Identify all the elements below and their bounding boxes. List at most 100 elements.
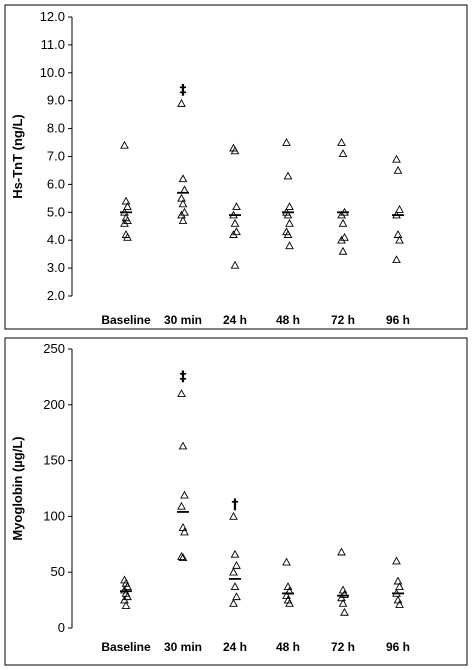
y-tick-label: 10.0 <box>40 65 65 80</box>
data-point-triangle <box>230 549 240 558</box>
data-point-triangle <box>392 255 401 264</box>
data-point-triangle <box>340 607 349 616</box>
data-point-triangle <box>283 171 293 180</box>
hs-tnt-panel: 2.0 3.0 4.0 5.0 6.0 7.0 8.0 9.0 10.0 11.0 12.0 Hs-T… <box>4 4 468 330</box>
y-axis-title: Hs-TnT (ng/L) <box>10 114 25 198</box>
data-point-triangle <box>121 196 131 205</box>
data-point-triangle <box>395 600 404 608</box>
significance-marker: † <box>232 497 239 513</box>
data-point-triangle <box>229 230 238 238</box>
x-category-label: 72 h <box>331 313 355 327</box>
x-category-label: 30 min <box>164 313 202 327</box>
y-tick-label: 3.0 <box>47 260 65 275</box>
data-point-triangle <box>120 218 129 227</box>
data-point-triangle <box>337 210 346 219</box>
data-point-triangle <box>337 138 346 146</box>
data-point-triangle <box>393 165 403 174</box>
data-point-triangle <box>395 582 404 591</box>
y-tick-label: 150 <box>43 453 65 468</box>
panel-frame <box>4 4 468 330</box>
data-point-triangle <box>395 204 404 213</box>
data-point-triangle <box>123 592 132 601</box>
y-tick-label: 12.0 <box>40 9 65 24</box>
y-tick-label: 9.0 <box>47 93 65 108</box>
y-tick-label: 200 <box>43 397 65 412</box>
data-point-triangle <box>337 235 346 244</box>
y-tick-label: 250 <box>43 341 65 356</box>
y-tick-label: 7.0 <box>47 149 65 164</box>
data-point-triangle <box>285 202 294 211</box>
data-point-triangle <box>123 202 132 211</box>
data-point-triangle <box>229 567 238 576</box>
data-point-triangle <box>282 138 291 146</box>
data-point-triangle <box>392 556 401 565</box>
data-point-triangle <box>392 154 401 163</box>
data-point-triangle <box>393 230 403 238</box>
data-point-triangle <box>178 553 188 562</box>
data-point-triangle <box>232 202 241 211</box>
data-point-triangle <box>177 98 186 107</box>
data-point-triangle <box>123 582 132 591</box>
x-category-label: Baseline <box>101 640 151 654</box>
data-point-triangle <box>395 235 404 244</box>
data-point-triangle <box>180 527 189 536</box>
y-tick-label: 50 <box>51 564 65 579</box>
x-category-label: Baseline <box>101 313 151 327</box>
data-point-triangle <box>283 210 293 219</box>
data-point-triangle <box>338 598 348 607</box>
data-point-triangle <box>178 174 188 183</box>
x-category-label: 96 h <box>386 640 410 654</box>
y-tick-label: 4.0 <box>47 232 65 247</box>
data-point-triangle <box>229 598 238 607</box>
data-point-triangle <box>177 193 186 202</box>
significance-marker: ‡ <box>180 369 187 385</box>
data-point-triangle <box>178 216 188 225</box>
x-category-label: 48 h <box>276 640 300 654</box>
data-point-triangle <box>230 260 240 269</box>
data-point-triangle <box>232 560 241 569</box>
y-tick-label: 8.0 <box>47 121 65 136</box>
data-point-triangle <box>121 601 131 610</box>
x-category-label: 96 h <box>386 313 410 327</box>
data-point-triangle <box>338 149 348 158</box>
data-point-triangle <box>123 216 132 225</box>
y-tick-label: 100 <box>43 508 65 523</box>
data-point-triangle <box>180 490 189 499</box>
data-point-triangle <box>229 511 238 520</box>
significance-marker: ‡ <box>180 83 187 99</box>
x-category-label: 24 h <box>223 313 247 327</box>
y-tick-label: 2.0 <box>47 288 65 303</box>
y-tick-label: 6.0 <box>47 176 65 191</box>
data-point-triangle <box>338 246 348 255</box>
data-point-triangle <box>120 140 129 149</box>
data-point-triangle <box>337 593 346 602</box>
data-point-triangle <box>285 218 294 227</box>
y-tick-label: 11.0 <box>41 37 65 52</box>
data-point-triangle <box>177 389 186 397</box>
x-category-label: 24 h <box>223 640 247 654</box>
data-point-triangle <box>178 199 188 208</box>
data-point-triangle <box>338 218 348 227</box>
x-category-label: 72 h <box>331 640 355 654</box>
data-point-triangle <box>123 232 132 241</box>
data-point-triangle <box>177 552 186 560</box>
data-point-triangle <box>232 592 241 601</box>
data-point-triangle <box>285 241 294 250</box>
x-category-label: 48 h <box>276 313 300 327</box>
myoglobin-panel: 0 50 100 150 200 250 Myoglobin (µg/L) Baseline 3… <box>4 337 468 666</box>
y-tick-label: 0 <box>58 620 65 635</box>
data-point-triangle <box>230 582 240 591</box>
data-point-triangle <box>283 230 293 238</box>
data-point-triangle <box>340 589 349 598</box>
data-point-triangle <box>340 232 349 241</box>
data-point-triangle <box>230 146 240 155</box>
data-point-triangle <box>120 595 129 604</box>
data-point-triangle <box>285 598 294 607</box>
data-point-triangle <box>232 227 241 236</box>
data-point-triangle <box>180 207 189 216</box>
y-axis-title: Myoglobin (µg/L) <box>10 436 25 540</box>
y-tick-label: 5.0 <box>47 204 65 219</box>
data-point-triangle <box>393 576 403 585</box>
